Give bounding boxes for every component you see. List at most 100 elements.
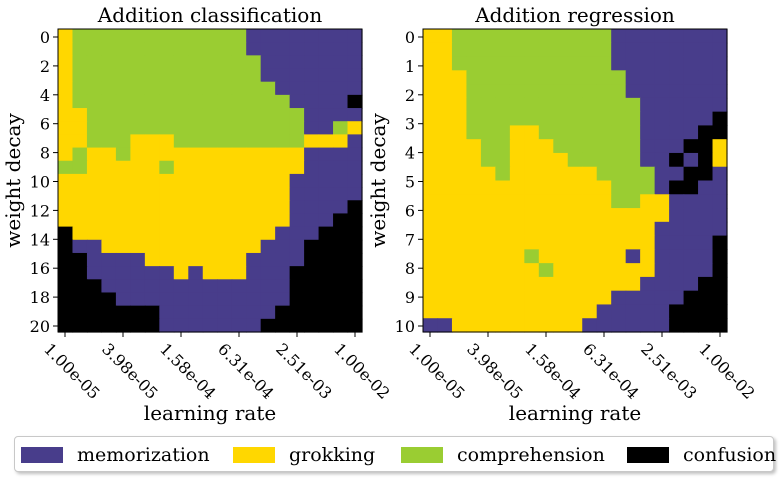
heatmap-cell [669, 221, 685, 237]
heatmap-cell [669, 180, 685, 195]
heatmap-cell [596, 125, 612, 140]
heatmap-cell [654, 29, 670, 44]
heatmap-cell [611, 180, 627, 195]
x-tick-label: 3.98e-05 [463, 339, 527, 403]
heatmap-cell [524, 29, 540, 44]
heatmap-cell [582, 276, 598, 292]
heatmap-cell [437, 42, 453, 58]
heatmap-cell [423, 42, 439, 58]
heatmap-cell [582, 152, 598, 168]
heatmap-cell [495, 221, 511, 237]
heatmap-cell [318, 160, 334, 175]
heatmap-cell [58, 200, 74, 215]
heatmap-cell [289, 266, 305, 280]
heatmap-cell [524, 235, 540, 250]
heatmap-cell [289, 173, 305, 188]
heatmap-cell [611, 235, 627, 250]
heatmap-cell [58, 42, 74, 56]
heatmap-cell [130, 213, 146, 228]
legend-item-grokking: grokking [233, 446, 375, 465]
heatmap-cell [231, 239, 247, 254]
heatmap-cell [654, 84, 670, 99]
heatmap-cell [451, 29, 468, 44]
heatmap-cell [625, 84, 641, 99]
heatmap-cell [159, 279, 175, 294]
heatmap-cell [669, 290, 685, 306]
heatmap-cell [304, 147, 320, 162]
heatmap-cell [318, 200, 334, 215]
heatmap-cell [58, 94, 74, 109]
heatmap-cell [466, 249, 482, 264]
heatmap-cell [698, 235, 714, 250]
heatmap-cell [553, 70, 569, 85]
heatmap-cell [451, 42, 468, 58]
x-tick-label: 1.58e-04 [156, 339, 220, 403]
heatmap-cell [509, 42, 525, 58]
heatmap-cell [144, 68, 160, 83]
heatmap-cell [625, 180, 641, 195]
heatmap-cell [275, 292, 291, 307]
heatmap-cell [567, 290, 583, 306]
heatmap-cell [58, 226, 74, 241]
heatmap-cell [524, 318, 540, 333]
heatmap-cell [115, 108, 131, 122]
heatmap-cell [582, 194, 598, 209]
heatmap-cell [115, 68, 131, 83]
heatmap-cell [202, 173, 218, 188]
heatmap-cell [347, 318, 363, 333]
heatmap-cell [260, 121, 276, 135]
heatmap-cell [712, 208, 728, 223]
heatmap-cell [86, 252, 103, 267]
heatmap-cell [72, 200, 88, 215]
heatmap-cell [130, 68, 146, 83]
heatmap-cell [509, 152, 525, 168]
heatmap-cell [86, 213, 103, 228]
heatmap-cell [423, 263, 439, 278]
heatmap-cell [246, 173, 262, 188]
heatmap-cell [669, 194, 685, 209]
heatmap-cell [596, 180, 612, 195]
heatmap-cell [173, 279, 189, 294]
heatmap-cell [640, 318, 656, 333]
heatmap-cell [509, 70, 525, 85]
heatmap-cell [231, 200, 247, 215]
heatmap-cell [173, 147, 189, 162]
heatmap-cell [304, 121, 320, 135]
heatmap-cell [333, 187, 349, 201]
heatmap-cell [144, 160, 160, 175]
heatmap-cell [289, 318, 305, 333]
heatmap-cell [260, 292, 276, 307]
heatmap-cell [698, 208, 714, 223]
heatmap-cell [101, 226, 117, 241]
heatmap-cell [538, 70, 554, 85]
heatmap-cell [712, 290, 728, 306]
heatmap-cell [217, 292, 233, 307]
heatmap-cell [130, 187, 146, 201]
heatmap-cell [538, 111, 554, 127]
heatmap-cell [72, 42, 88, 56]
heatmap-cell [173, 81, 189, 96]
heatmap-cell [144, 239, 160, 254]
heatmap-cell [130, 292, 146, 307]
heatmap-cell [202, 134, 218, 149]
heatmap-cell [437, 263, 453, 278]
y-tick-label: 12 [30, 201, 50, 220]
heatmap-cell [423, 194, 439, 209]
y-tick-label: 14 [30, 230, 50, 249]
heatmap-cell [333, 266, 349, 280]
heatmap-cell [524, 221, 540, 237]
legend-swatch-comprehension [401, 447, 443, 463]
heatmap-cell [130, 42, 146, 56]
heatmap-cell [318, 173, 334, 188]
heatmap-cell [231, 226, 247, 241]
heatmap-cell [217, 134, 233, 149]
heatmap-cell [217, 121, 233, 135]
heatmap-cell [495, 111, 511, 127]
plot-frame [422, 28, 728, 333]
heatmap-cell [260, 173, 276, 188]
heatmap-cell [58, 160, 74, 175]
heatmap-cell [654, 235, 670, 250]
heatmap-cell [275, 147, 291, 162]
heatmap-cell [202, 226, 218, 241]
heatmap-cell [231, 279, 247, 294]
